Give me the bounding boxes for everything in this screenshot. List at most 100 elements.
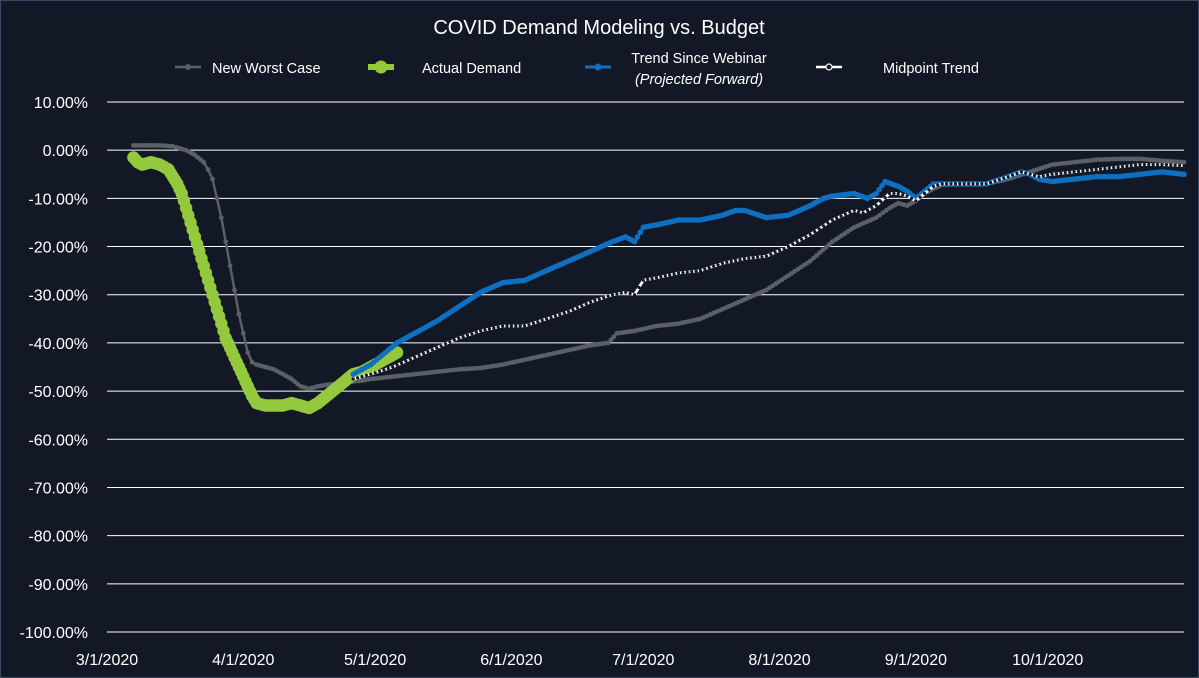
data-point-new-worst-case xyxy=(223,239,229,245)
y-tick-label: 10.00% xyxy=(34,95,88,112)
data-point-midpoint-trend xyxy=(1173,163,1177,167)
x-tick-label: 10/1/2020 xyxy=(1012,652,1083,669)
data-point-midpoint-trend xyxy=(685,270,689,274)
data-point-midpoint-trend xyxy=(523,324,527,328)
data-point-new-worst-case xyxy=(814,253,819,258)
data-point-midpoint-trend xyxy=(843,212,848,216)
data-point-new-worst-case xyxy=(811,255,816,261)
data-point-midpoint-trend xyxy=(716,263,720,267)
series-actual-demand xyxy=(127,151,404,415)
data-point-midpoint-trend xyxy=(624,290,628,294)
data-point-midpoint-trend xyxy=(668,273,672,277)
series-layer xyxy=(127,143,1187,415)
data-point-midpoint-trend xyxy=(725,260,729,264)
data-point-midpoint-trend xyxy=(1050,172,1054,176)
data-point-midpoint-trend xyxy=(909,196,914,200)
data-point-midpoint-trend xyxy=(610,293,615,297)
data-point-midpoint-trend xyxy=(461,335,465,339)
data-point-midpoint-trend xyxy=(720,261,725,265)
data-point-midpoint-trend xyxy=(962,182,966,186)
data-point-midpoint-trend xyxy=(518,324,522,328)
data-point-midpoint-trend xyxy=(993,179,997,183)
data-point-new-worst-case xyxy=(883,208,889,213)
data-point-midpoint-trend xyxy=(1107,166,1111,170)
data-point-midpoint-trend xyxy=(408,357,412,361)
data-point-midpoint-trend xyxy=(1019,170,1024,174)
legend-item-new-worst-case: New Worst Case xyxy=(175,61,321,77)
data-point-new-worst-case xyxy=(201,159,207,165)
data-point-midpoint-trend xyxy=(1120,165,1125,169)
data-point-trend-since-webinar xyxy=(1181,171,1187,178)
data-point-midpoint-trend xyxy=(386,366,390,370)
y-tick-label: -40.00% xyxy=(28,336,88,353)
data-point-midpoint-trend xyxy=(879,200,883,204)
series-line-midpoint-trend xyxy=(351,163,1186,381)
data-point-midpoint-trend xyxy=(501,324,505,328)
data-point-new-worst-case xyxy=(240,330,246,336)
data-point-midpoint-trend xyxy=(549,315,553,319)
data-point-midpoint-trend xyxy=(1098,167,1103,171)
data-point-midpoint-trend xyxy=(351,377,355,381)
data-point-midpoint-trend xyxy=(848,210,852,214)
data-point-midpoint-trend xyxy=(615,292,619,296)
y-axis-tick-labels: 10.00% 0.00% -10.00% -20.00% -30.00% -40.00% -… xyxy=(20,95,89,642)
data-point-midpoint-trend xyxy=(470,332,474,336)
data-point-midpoint-trend xyxy=(509,324,513,328)
data-point-midpoint-trend xyxy=(1011,173,1015,177)
y-tick-label: -80.00% xyxy=(28,529,88,546)
x-tick-label: 6/1/2020 xyxy=(480,652,542,669)
data-point-midpoint-trend xyxy=(830,218,834,222)
data-point-midpoint-trend xyxy=(1081,169,1085,173)
data-point-new-worst-case xyxy=(210,176,215,182)
data-point-midpoint-trend xyxy=(545,317,549,321)
data-point-midpoint-trend xyxy=(474,330,478,334)
data-point-midpoint-trend xyxy=(676,271,681,275)
data-point-midpoint-trend xyxy=(540,318,544,322)
data-point-midpoint-trend xyxy=(923,191,927,196)
data-point-midpoint-trend xyxy=(487,327,491,331)
series-midpoint-trend xyxy=(351,163,1186,381)
data-point-midpoint-trend xyxy=(826,221,830,225)
data-point-midpoint-trend xyxy=(619,291,623,295)
data-point-midpoint-trend xyxy=(1068,170,1072,174)
y-tick-label: 0.00% xyxy=(43,143,88,160)
data-point-midpoint-trend xyxy=(1054,172,1059,176)
data-point-midpoint-trend xyxy=(571,308,575,312)
data-point-midpoint-trend xyxy=(505,324,509,328)
data-point-midpoint-trend xyxy=(760,255,764,259)
data-point-midpoint-trend xyxy=(1142,163,1146,167)
data-point-new-worst-case xyxy=(227,263,233,269)
data-point-midpoint-trend xyxy=(703,267,707,271)
data-point-midpoint-trend xyxy=(632,293,637,297)
data-point-midpoint-trend xyxy=(931,184,936,188)
data-point-midpoint-trend xyxy=(562,311,566,315)
data-point-midpoint-trend xyxy=(764,254,769,258)
data-point-midpoint-trend xyxy=(646,277,650,282)
legend-label-new-worst-case: New Worst Case xyxy=(212,61,321,77)
data-point-midpoint-trend xyxy=(887,191,892,196)
data-point-midpoint-trend xyxy=(1076,169,1081,173)
data-point-new-worst-case xyxy=(232,287,237,293)
data-point-midpoint-trend xyxy=(1138,163,1142,167)
data-point-midpoint-trend xyxy=(795,240,799,244)
legend-dot-midpoint-trend xyxy=(825,63,833,71)
data-point-midpoint-trend xyxy=(483,328,487,332)
data-point-midpoint-trend xyxy=(1129,164,1133,168)
data-point-midpoint-trend xyxy=(382,368,386,372)
data-point-new-worst-case xyxy=(214,196,220,201)
data-point-midpoint-trend xyxy=(536,320,540,324)
data-point-midpoint-trend xyxy=(1059,171,1063,175)
data-point-midpoint-trend xyxy=(901,193,905,197)
data-point-new-worst-case xyxy=(245,350,251,355)
legend-label-midpoint-trend: Midpoint Trend xyxy=(883,61,979,77)
data-point-midpoint-trend xyxy=(821,224,826,228)
data-point-midpoint-trend xyxy=(421,351,426,356)
data-point-midpoint-trend xyxy=(734,258,738,263)
data-point-midpoint-trend xyxy=(1002,176,1006,180)
y-tick-label: -70.00% xyxy=(28,480,88,497)
data-point-midpoint-trend xyxy=(1072,170,1076,174)
data-point-midpoint-trend xyxy=(865,208,870,212)
data-point-midpoint-trend xyxy=(602,296,606,300)
data-point-midpoint-trend xyxy=(813,230,817,234)
